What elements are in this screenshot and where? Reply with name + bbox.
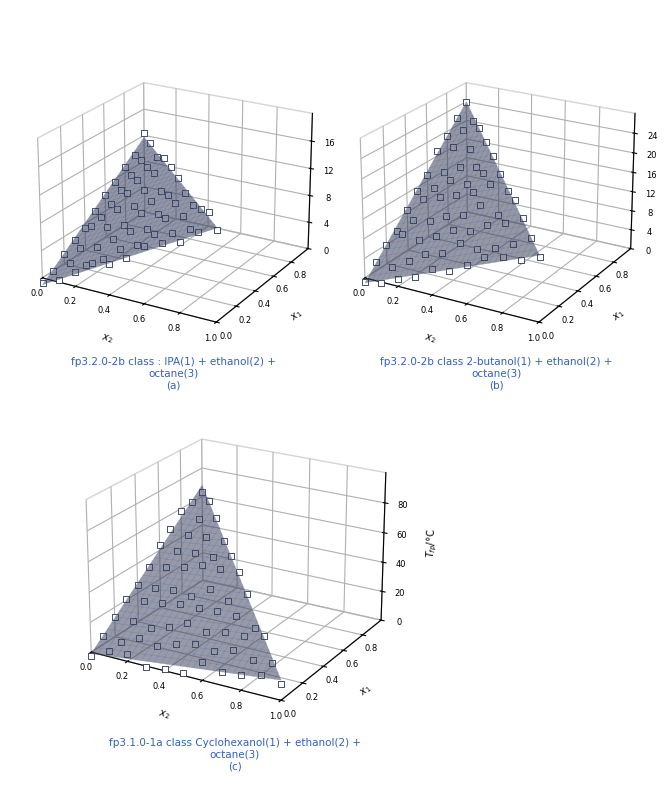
Y-axis label: $x_1$: $x_1$ bbox=[288, 308, 305, 325]
Text: fp3.2.0-2b class : IPA(1) + ethanol(2) +
octane(3)
(a): fp3.2.0-2b class : IPA(1) + ethanol(2) +… bbox=[71, 357, 276, 390]
X-axis label: $x_2$: $x_2$ bbox=[157, 708, 171, 722]
Text: fp3.2.0-2b class 2-butanol(1) + ethanol(2) +
octane(3)
(b): fp3.2.0-2b class 2-butanol(1) + ethanol(… bbox=[380, 357, 612, 390]
Y-axis label: $x_1$: $x_1$ bbox=[611, 308, 627, 325]
X-axis label: $x_2$: $x_2$ bbox=[423, 332, 437, 346]
Text: fp3.1.0-1a class Cyclohexanol(1) + ethanol(2) +
octane(3)
(c): fp3.1.0-1a class Cyclohexanol(1) + ethan… bbox=[109, 738, 360, 772]
X-axis label: $x_2$: $x_2$ bbox=[100, 332, 115, 346]
Y-axis label: $x_1$: $x_1$ bbox=[357, 682, 374, 699]
